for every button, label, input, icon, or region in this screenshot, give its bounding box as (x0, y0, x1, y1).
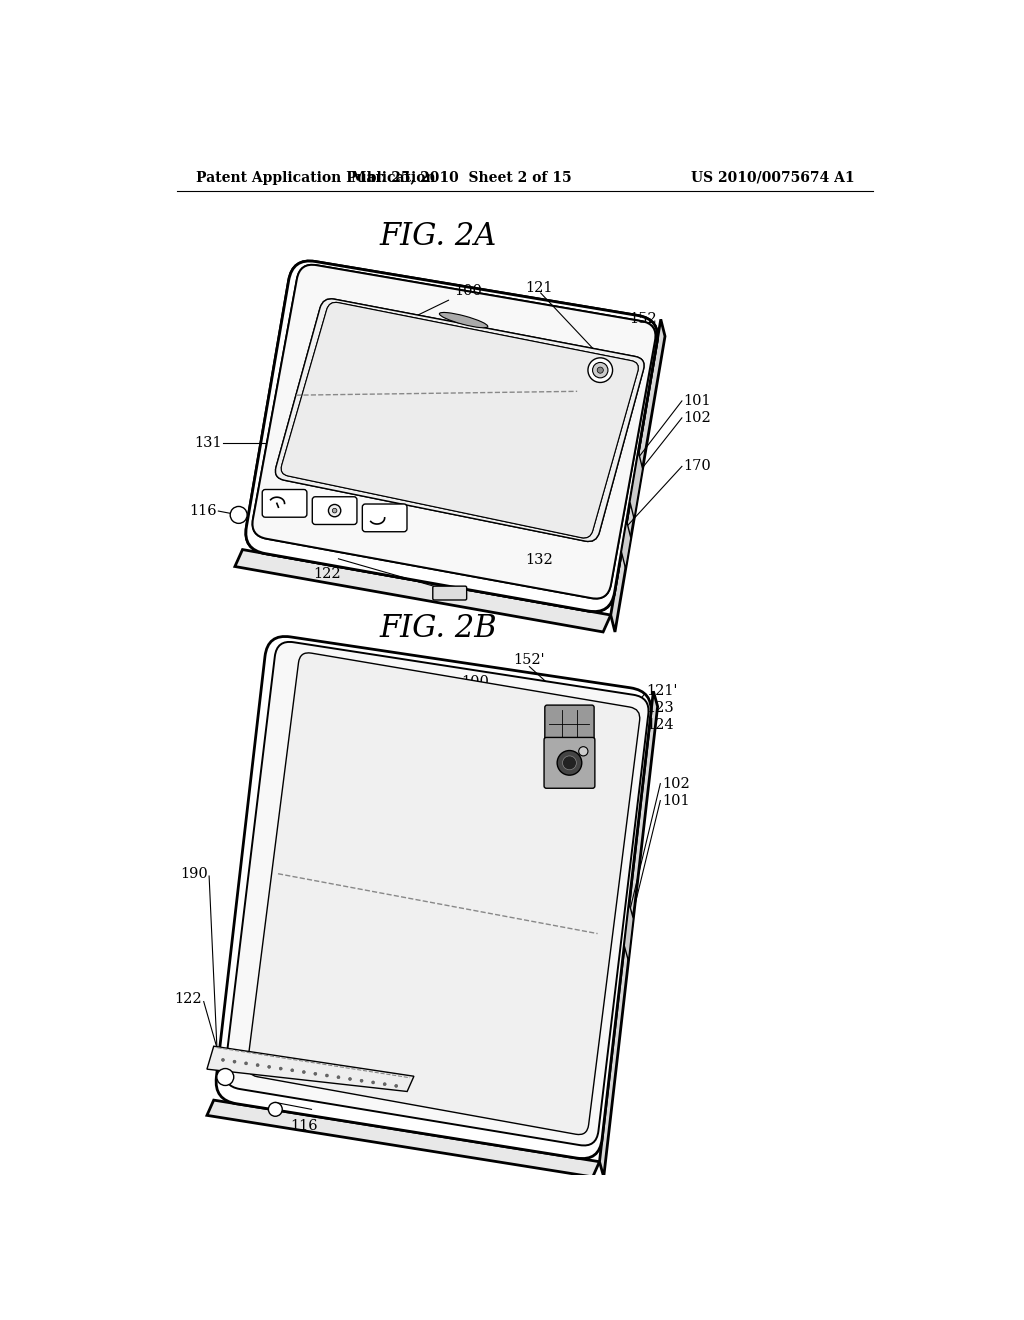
Text: Patent Application Publication: Patent Application Publication (196, 170, 435, 185)
Text: FIG. 2B: FIG. 2B (380, 612, 498, 644)
Text: US 2010/0075674 A1: US 2010/0075674 A1 (691, 170, 854, 185)
Circle shape (230, 507, 247, 524)
Polygon shape (610, 319, 665, 632)
Text: 101: 101 (683, 393, 711, 408)
PathPatch shape (282, 302, 638, 539)
FancyBboxPatch shape (544, 738, 595, 788)
Text: 102: 102 (662, 776, 689, 791)
Circle shape (221, 1059, 224, 1061)
Circle shape (245, 1061, 248, 1065)
Circle shape (557, 751, 582, 775)
Text: 152': 152' (514, 653, 545, 668)
Circle shape (383, 1082, 386, 1086)
Circle shape (302, 1071, 305, 1073)
PathPatch shape (248, 653, 640, 1135)
Text: 100: 100 (418, 284, 482, 315)
FancyBboxPatch shape (362, 504, 407, 532)
Circle shape (217, 1069, 233, 1085)
Text: 116: 116 (290, 1119, 317, 1134)
Circle shape (329, 504, 341, 516)
Circle shape (326, 1074, 329, 1077)
Circle shape (280, 1067, 283, 1071)
PathPatch shape (246, 261, 657, 611)
Text: 131: 131 (194, 437, 221, 450)
Circle shape (588, 358, 612, 383)
Polygon shape (207, 1100, 599, 1177)
Text: 190: 190 (180, 867, 208, 882)
Circle shape (562, 756, 577, 770)
Text: 121': 121' (646, 684, 678, 698)
Circle shape (348, 1077, 351, 1081)
Text: 123: 123 (646, 701, 674, 715)
Circle shape (372, 1081, 375, 1084)
Circle shape (394, 1084, 397, 1088)
Ellipse shape (439, 313, 487, 327)
Text: 132: 132 (524, 553, 553, 566)
Text: 116: 116 (189, 504, 217, 517)
Circle shape (337, 1076, 340, 1078)
Polygon shape (234, 549, 610, 632)
Circle shape (360, 1080, 364, 1082)
PathPatch shape (246, 261, 657, 611)
Circle shape (267, 1065, 270, 1068)
Text: 102: 102 (683, 411, 712, 425)
Circle shape (579, 747, 588, 756)
Polygon shape (207, 1047, 414, 1092)
Polygon shape (630, 451, 643, 519)
Text: 170: 170 (683, 459, 712, 474)
PathPatch shape (253, 265, 655, 598)
Text: 151: 151 (395, 368, 451, 396)
Text: 122: 122 (174, 993, 202, 1006)
PathPatch shape (253, 265, 655, 598)
Circle shape (256, 1064, 259, 1067)
Text: 122: 122 (313, 566, 341, 581)
Text: FIG. 2A: FIG. 2A (380, 222, 498, 252)
PathPatch shape (216, 636, 651, 1159)
Circle shape (593, 363, 608, 378)
Text: 121: 121 (525, 281, 552, 294)
Polygon shape (622, 521, 631, 569)
FancyBboxPatch shape (433, 586, 467, 601)
Text: 135: 135 (387, 763, 434, 796)
Circle shape (597, 367, 603, 374)
PathPatch shape (275, 298, 644, 541)
FancyBboxPatch shape (262, 490, 307, 517)
Text: 124: 124 (646, 718, 674, 733)
Text: 152: 152 (630, 312, 657, 326)
Text: 101: 101 (662, 793, 689, 808)
Polygon shape (625, 903, 633, 961)
FancyBboxPatch shape (312, 496, 357, 524)
PathPatch shape (275, 298, 644, 541)
Circle shape (333, 508, 337, 513)
Polygon shape (599, 692, 657, 1177)
Circle shape (233, 1060, 237, 1063)
Text: Mar. 25, 2010  Sheet 2 of 15: Mar. 25, 2010 Sheet 2 of 15 (351, 170, 572, 185)
PathPatch shape (282, 302, 638, 539)
Circle shape (268, 1102, 283, 1117)
Circle shape (291, 1069, 294, 1072)
PathPatch shape (225, 642, 648, 1146)
Circle shape (313, 1072, 316, 1076)
Text: 100: 100 (429, 675, 489, 705)
FancyBboxPatch shape (545, 705, 594, 742)
